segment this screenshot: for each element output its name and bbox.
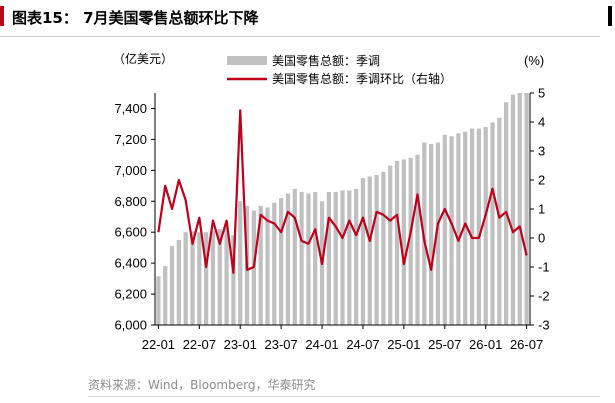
- right-tick-label: 5: [538, 86, 545, 101]
- bar-23-01: [238, 201, 243, 325]
- bar-25-03: [415, 154, 420, 325]
- x-tick-label: 23-07: [265, 337, 298, 352]
- right-tick-label: 4: [538, 115, 545, 130]
- bar-23-06: [272, 202, 277, 325]
- right-tick-label: 2: [538, 173, 545, 188]
- bar-25-07: [442, 134, 447, 325]
- bar-24-08: [367, 176, 372, 325]
- bar-22-10: [217, 229, 222, 325]
- left-tick-label: 6,600: [114, 225, 147, 240]
- right-axis-unit: (%): [524, 53, 544, 68]
- x-tick-label: 23-01: [224, 337, 257, 352]
- bar-22-08: [204, 232, 209, 325]
- bar-25-09: [456, 133, 461, 325]
- title-accent-bar: [0, 6, 4, 26]
- source-note: 资料来源：Wind，Bloomberg，华泰研究: [88, 378, 316, 392]
- bar-25-01: [401, 159, 406, 325]
- chart-axes: [151, 92, 534, 329]
- bar-22-09: [210, 230, 216, 325]
- legend-bar-label: 美国零售总额：季调: [272, 53, 380, 68]
- x-tick-label: 22-01: [142, 337, 175, 352]
- line-series: [157, 109, 528, 274]
- bar-25-10: [463, 131, 468, 325]
- right-tick-label: 3: [538, 144, 545, 159]
- bar-25-02: [408, 157, 413, 325]
- bar-26-05: [510, 94, 516, 325]
- bar-22-01: [156, 276, 161, 325]
- left-tick-label: 6,400: [114, 256, 147, 271]
- legend-line-label: 美国零售总额：季调环比（右轴）: [272, 71, 452, 86]
- bar-23-07: [279, 198, 284, 325]
- bar-23-05: [265, 207, 270, 325]
- right-tick-label: -1: [538, 260, 550, 275]
- bar-23-04: [258, 205, 263, 325]
- bar-24-03: [333, 191, 338, 325]
- x-tick-label: 26-07: [510, 337, 543, 352]
- page-edge-marker: [608, 6, 612, 26]
- bar-25-05: [429, 144, 434, 325]
- bar-22-06: [190, 231, 195, 325]
- bar-26-02: [490, 122, 495, 325]
- bar-23-10: [299, 191, 304, 325]
- left-tick-label: 7,400: [114, 101, 147, 116]
- bar-24-11: [388, 165, 393, 325]
- x-tick-label: 26-01: [469, 337, 502, 352]
- bar-23-09: [292, 188, 297, 325]
- bar-24-05: [347, 190, 352, 325]
- bar-26-06: [517, 93, 522, 325]
- bar-24-07: [360, 178, 366, 325]
- figure-header: 图表15： 7月美国零售总额环比下降: [0, 0, 600, 37]
- left-tick-label: 7,000: [114, 163, 147, 178]
- bar-26-03: [497, 117, 502, 325]
- bar-22-12: [231, 235, 236, 325]
- x-tick-label: 24-01: [305, 337, 338, 352]
- bar-22-07: [197, 232, 202, 325]
- legend-bar-swatch: [227, 56, 267, 65]
- bar-23-08: [285, 193, 291, 325]
- left-axis-unit: （亿美元）: [113, 51, 173, 66]
- x-tick-label: 25-07: [428, 337, 461, 352]
- bar-24-09: [374, 174, 379, 325]
- bar-24-10: [381, 171, 386, 325]
- bar-25-06: [435, 142, 441, 325]
- bar-24-06: [354, 188, 359, 325]
- bar-22-05: [183, 232, 188, 325]
- bar-25-08: [449, 136, 454, 325]
- bar-23-11: [306, 193, 311, 325]
- bar-24-02: [326, 191, 331, 325]
- bar-25-12: [476, 128, 481, 325]
- footer-divider: [88, 396, 600, 397]
- bar-22-02: [163, 266, 168, 325]
- right-tick-label: -3: [538, 318, 550, 333]
- right-tick-label: 1: [538, 202, 545, 217]
- bar-22-11: [224, 227, 229, 325]
- bar-23-12: [313, 191, 318, 325]
- chart-title: 图表15： 7月美国零售总额环比下降: [12, 9, 259, 27]
- bar-26-01: [483, 127, 488, 325]
- axis-labels: 6,000 6,200 6,400 6,600 6,800 7,000 7,200 7,400…: [113, 51, 550, 352]
- bar-22-04: [176, 239, 181, 325]
- right-tick-label: -2: [538, 289, 550, 304]
- bar-24-04: [340, 190, 345, 325]
- bar-25-11: [469, 128, 475, 325]
- bar-series: [156, 93, 529, 325]
- bar-26-07: [524, 93, 529, 325]
- bar-22-03: [169, 246, 175, 325]
- x-tick-label: 24-07: [346, 337, 379, 352]
- left-tick-label: 7,200: [114, 132, 147, 147]
- x-tick-label: 25-01: [387, 337, 420, 352]
- bar-24-12: [394, 161, 400, 325]
- left-tick-label: 6,000: [114, 318, 147, 333]
- left-tick-label: 6,800: [114, 194, 147, 209]
- retail-sales-chart: 6,000 6,200 6,400 6,600 6,800 7,000 7,200 7,400…: [113, 51, 550, 352]
- x-tick-label: 22-07: [183, 337, 216, 352]
- right-tick-label: 0: [538, 231, 545, 246]
- left-tick-label: 6,200: [114, 287, 147, 302]
